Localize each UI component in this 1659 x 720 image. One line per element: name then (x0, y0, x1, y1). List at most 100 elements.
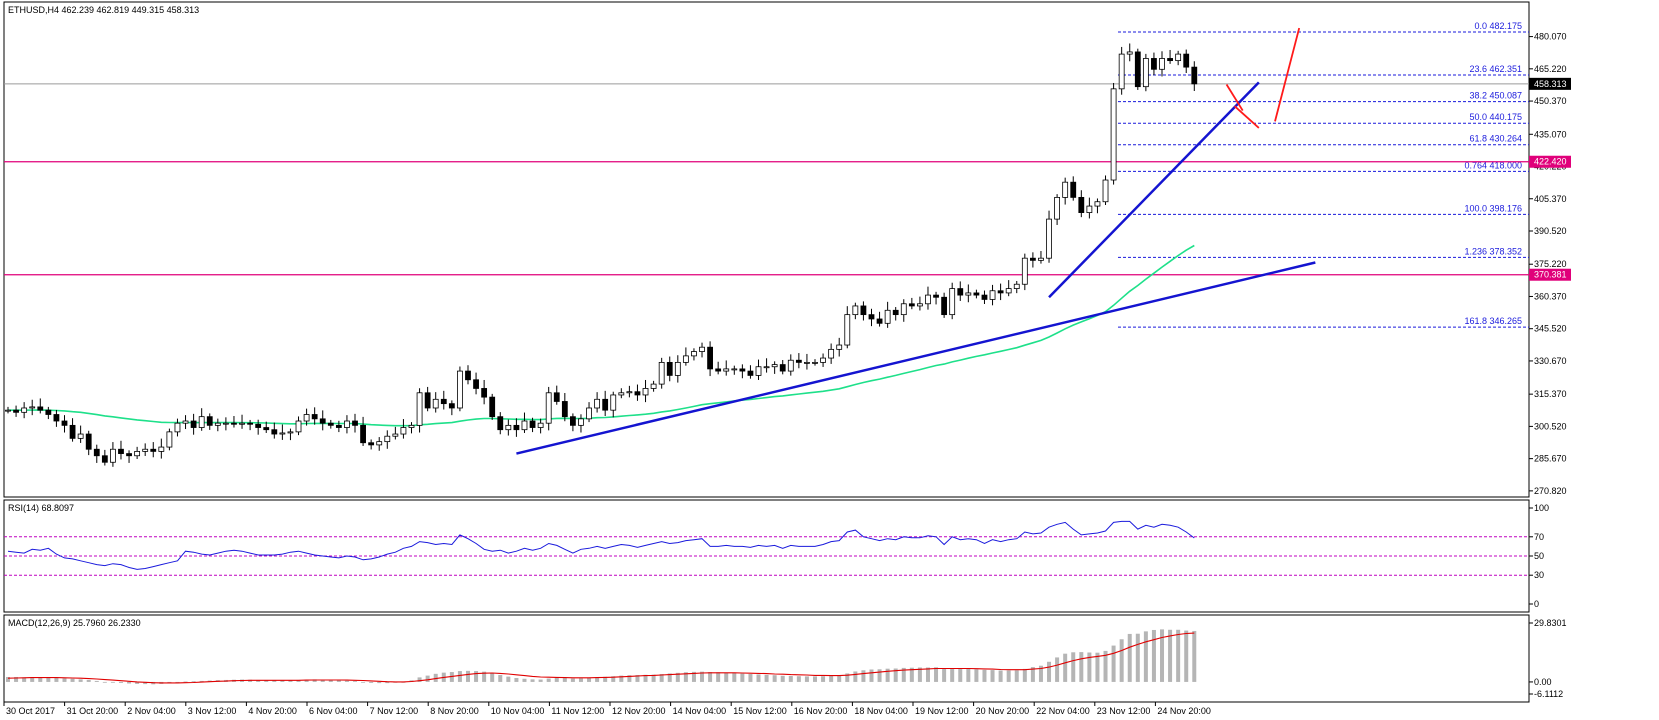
macd-histogram-bar (748, 674, 753, 682)
candle-bear (85, 433, 92, 450)
price-y-tick-label: 270.820 (1534, 486, 1567, 496)
candle-bull (303, 414, 310, 422)
macd-histogram-bar (917, 667, 922, 682)
candle-bear (368, 442, 375, 446)
macd-histogram-bar (474, 671, 479, 682)
candle-bear (45, 409, 52, 415)
macd-histogram-bar (861, 670, 866, 682)
candle-bull (1126, 51, 1133, 55)
macd-histogram-bar (22, 677, 27, 682)
macd-histogram-bar (1006, 670, 1011, 682)
candle-bull (222, 422, 229, 425)
macd-histogram-bar (716, 672, 721, 682)
candle-bear (424, 392, 431, 409)
macd-histogram-bar (417, 677, 422, 682)
candle-bear (666, 361, 673, 376)
macd-histogram-bar (199, 680, 204, 682)
x-tick-label: 7 Nov 12:00 (370, 706, 419, 716)
candle-bull (578, 418, 584, 426)
candle-bull (279, 432, 286, 435)
candle-bear (941, 296, 948, 316)
price-y-tick-label: 375.220 (1534, 259, 1567, 269)
candle-bull (731, 368, 738, 371)
candle-bull (682, 355, 689, 363)
candle-bear (473, 379, 479, 389)
candle-bear (973, 292, 980, 296)
candle-bear (739, 368, 746, 372)
rsi-title: RSI(14) 68.8097 (8, 503, 74, 513)
candle-bear (1167, 58, 1173, 62)
macd-histogram-bar (1087, 652, 1092, 682)
macd-histogram-bar (788, 676, 793, 682)
macd-signal-line (7, 632, 1195, 684)
candle-bear (1191, 66, 1198, 85)
candle-bull (771, 364, 778, 368)
macd-histogram-bar (1055, 657, 1060, 682)
price-y-tick-label: 330.670 (1534, 356, 1567, 366)
candle-bull (158, 446, 165, 452)
candle-bull (658, 361, 665, 385)
macd-histogram-bar (635, 675, 640, 682)
price-layer: 0.0 482.175 23.6 462.351 38.2 450.087 50.0 … (4, 21, 1529, 467)
candle-bull (29, 406, 36, 409)
rsi-layer (4, 520, 1529, 576)
candle-bull (174, 422, 181, 433)
candle-bear (327, 422, 334, 426)
candle-bull (166, 431, 173, 448)
candle-bull (1142, 58, 1149, 88)
candle-bear (231, 422, 237, 425)
x-tick-label: 2 Nov 04:00 (127, 706, 176, 716)
macd-y-tick-label: 29.8301 (1534, 618, 1567, 628)
macd-histogram-bar (990, 670, 995, 682)
candle-bear (101, 455, 108, 463)
price-y-tick-label: 405.370 (1534, 194, 1567, 204)
price-y-tick-label: 480.070 (1534, 32, 1567, 42)
candle-bull (642, 388, 649, 396)
macd-histogram-bar (1119, 639, 1124, 682)
candle-bull (674, 361, 681, 376)
macd-histogram-bar (62, 678, 67, 682)
candle-bull (537, 422, 544, 428)
candle-bear (715, 368, 722, 372)
macd-histogram-bar (546, 678, 551, 682)
x-tick-label: 11 Nov 12:00 (551, 706, 604, 716)
macd-histogram-bar (893, 668, 898, 682)
rsi-y-tick-label: 50 (1534, 551, 1544, 561)
macd-histogram-bar (1038, 665, 1043, 682)
macd-histogram-bar (611, 676, 616, 682)
macd-histogram-bar (603, 676, 608, 682)
macd-histogram-bar (135, 681, 140, 684)
macd-histogram-bar (691, 671, 696, 682)
macd-histogram-bar (522, 678, 527, 682)
candle-bull (521, 420, 528, 431)
fib-level-label: 0.764 418.000 (1464, 160, 1522, 170)
candle-bull (650, 383, 657, 389)
macd-histogram-bar (94, 680, 99, 682)
macd-histogram-bar (377, 681, 382, 684)
macd-histogram-bar (942, 668, 947, 682)
x-tick-label: 24 Nov 20:00 (1157, 706, 1211, 716)
arrow-mark (1225, 84, 1244, 112)
candle-bear (1029, 257, 1036, 261)
macd-histogram-bar (264, 680, 269, 682)
candle-bull (852, 305, 859, 316)
macd-histogram-bar (1022, 668, 1027, 682)
macd-histogram-bar (772, 675, 777, 682)
macd-histogram-bar (708, 672, 713, 682)
macd-histogram-bar (1079, 652, 1084, 682)
candle-bear (529, 420, 536, 428)
candle-bear (489, 396, 496, 418)
candle-bull (1175, 53, 1182, 62)
macd-histogram-bar (1071, 652, 1076, 682)
candle-bull (408, 424, 415, 428)
horizontal-level-label: 370.381 (1534, 270, 1567, 280)
rsi-line (7, 520, 1195, 570)
candle-bear (311, 414, 318, 420)
x-tick-label: 31 Oct 20:00 (67, 706, 119, 716)
macd-histogram-bar (845, 673, 850, 682)
candle-bull (142, 448, 149, 452)
candle-bear (247, 422, 254, 425)
macd-histogram-bar (821, 676, 826, 682)
macd-histogram-bar (829, 675, 834, 682)
macd-histogram-bar (344, 680, 349, 682)
